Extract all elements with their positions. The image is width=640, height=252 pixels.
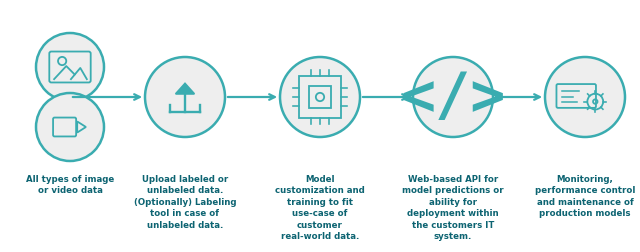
- Text: Upload labeled or
unlabeled data.
(Optionally) Labeling
tool in case of
unlabele: Upload labeled or unlabeled data. (Optio…: [134, 174, 236, 229]
- Text: Web-based API for
model predictions or
ability for
deployment within
the custome: Web-based API for model predictions or a…: [402, 174, 504, 240]
- Bar: [300, 77, 341, 118]
- Text: All types of image
or video data: All types of image or video data: [26, 174, 114, 195]
- Text: </>: </>: [400, 69, 506, 126]
- Circle shape: [36, 94, 104, 161]
- Circle shape: [36, 34, 104, 102]
- Circle shape: [145, 58, 225, 137]
- Text: Model
customization and
training to fit
use-case of
customer
real-world data.: Model customization and training to fit …: [275, 174, 365, 240]
- Circle shape: [280, 58, 360, 137]
- Bar: [308, 86, 332, 109]
- Circle shape: [413, 58, 493, 137]
- Circle shape: [545, 58, 625, 137]
- Polygon shape: [175, 84, 195, 94]
- Text: Monitoring,
performance control
and maintenance of
production models: Monitoring, performance control and main…: [535, 174, 635, 217]
